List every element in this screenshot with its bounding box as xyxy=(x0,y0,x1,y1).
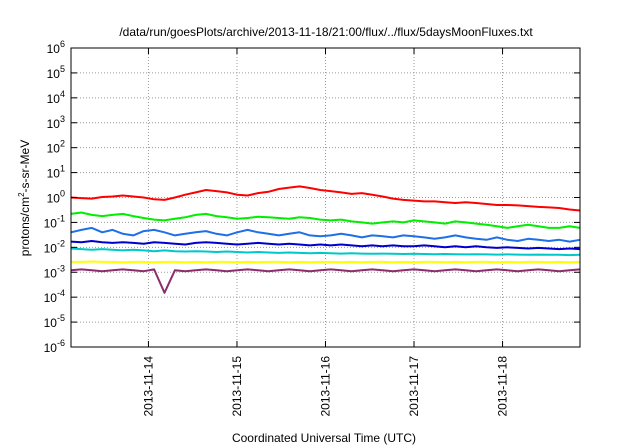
chart-title: /data/run/goesPlots/archive/2013-11-18/2… xyxy=(119,25,533,39)
y-tick-label-exponent: 0 xyxy=(60,189,65,199)
y-axis-label: protons/cm2-s-sr-MeV xyxy=(17,140,32,256)
y-tick-label-exponent: -4 xyxy=(57,288,65,298)
y-tick-label-exponent: -2 xyxy=(57,238,65,248)
x-tick-label: 2013-11-16 xyxy=(319,356,333,417)
y-tick-label-exponent: -6 xyxy=(57,338,65,348)
y-tick-label-base: 10 xyxy=(44,266,58,280)
x-tick-label: 2013-11-15 xyxy=(230,356,244,417)
y-tick-label-base: 10 xyxy=(44,316,58,330)
x-tick-label: 2013-11-14 xyxy=(141,356,155,417)
y-tick-label-base: 10 xyxy=(44,241,58,255)
y-tick-label-exponent: 1 xyxy=(60,164,65,174)
y-tick-label: 103 xyxy=(47,114,65,131)
y-tick-label: 10-2 xyxy=(44,238,65,255)
y-tick-label: 10-1 xyxy=(44,213,65,230)
y-tick-label: 10-5 xyxy=(44,313,65,330)
y-axis-label-main: protons/cm xyxy=(18,197,32,256)
y-tick-label-base: 10 xyxy=(47,167,61,181)
y-tick-label-base: 10 xyxy=(44,341,58,355)
y-tick-label-base: 10 xyxy=(47,42,61,56)
y-tick-label-exponent: 5 xyxy=(60,64,65,74)
y-tick-label-exponent: 6 xyxy=(60,39,65,49)
y-tick-label: 106 xyxy=(47,39,65,56)
y-tick-label-base: 10 xyxy=(47,142,61,156)
y-axis-ticks: 10-610-510-410-310-210-11001011021031041… xyxy=(44,39,580,355)
x-axis-label: Coordinated Universal Time (UTC) xyxy=(232,431,416,445)
y-tick-label-exponent: 2 xyxy=(60,139,65,149)
y-tick-label: 104 xyxy=(47,89,65,106)
y-tick-label: 100 xyxy=(47,189,65,206)
y-tick-label-base: 10 xyxy=(47,117,61,131)
y-axis-label-sup: 2 xyxy=(17,192,26,197)
y-tick-label-exponent: -5 xyxy=(57,313,65,323)
series-line-3 xyxy=(70,226,581,243)
y-tick-label: 101 xyxy=(47,164,65,181)
y-tick-label: 105 xyxy=(47,64,65,81)
series-lines xyxy=(70,185,581,294)
y-tick-label-exponent: 4 xyxy=(60,89,65,99)
y-tick-label-base: 10 xyxy=(47,92,61,106)
y-tick-label-base: 10 xyxy=(47,192,61,206)
y-tick-label: 102 xyxy=(47,139,65,156)
y-tick-label: 10-4 xyxy=(44,288,65,305)
x-axis-ticks: 2013-11-14 2013-11-15 2013-11-16 2013-11-17… xyxy=(141,48,510,417)
x-tick-label: 2013-11-18 xyxy=(496,356,510,417)
y-tick-label-base: 10 xyxy=(44,216,58,230)
y-tick-label: 10-3 xyxy=(44,263,65,280)
series-line-5 xyxy=(70,247,581,257)
series-line-2 xyxy=(70,211,581,229)
series-line-4 xyxy=(70,240,581,251)
x-tick-label: 2013-11-17 xyxy=(407,356,421,417)
y-axis-label-rest: -s-sr-MeV xyxy=(18,140,32,193)
series-line-7 xyxy=(70,268,581,294)
series-line-6 xyxy=(71,260,581,264)
y-tick-label-exponent: 3 xyxy=(60,114,65,124)
series-line-1 xyxy=(70,185,581,212)
y-tick-label: 10-6 xyxy=(44,338,65,355)
y-tick-label-base: 10 xyxy=(47,67,61,81)
y-tick-label-exponent: -3 xyxy=(57,263,65,273)
y-tick-label-base: 10 xyxy=(44,291,58,305)
y-tick-label-exponent: -1 xyxy=(57,213,65,223)
